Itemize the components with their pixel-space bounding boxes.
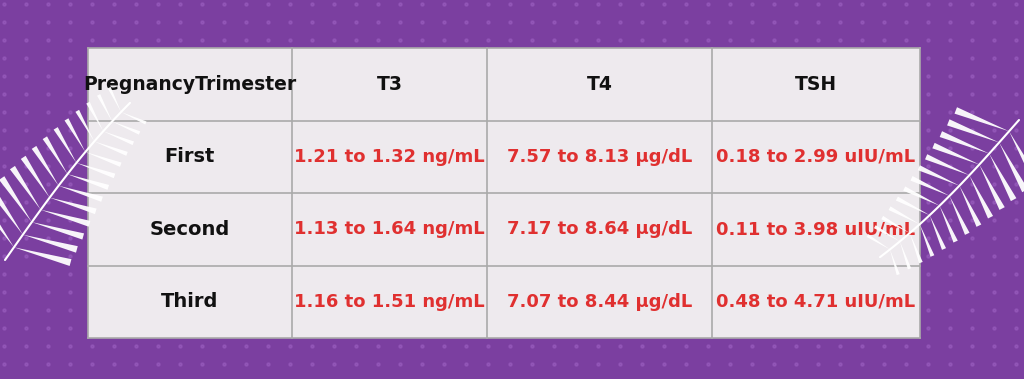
Text: 1.21 to 1.32 ng/mL: 1.21 to 1.32 ng/mL [294, 148, 485, 166]
Polygon shape [68, 174, 110, 190]
Text: 1.16 to 1.51 ng/mL: 1.16 to 1.51 ng/mL [294, 293, 485, 311]
Polygon shape [940, 131, 989, 153]
Polygon shape [86, 102, 103, 131]
Text: 0.48 to 4.71 uIU/mL: 0.48 to 4.71 uIU/mL [717, 293, 915, 311]
Polygon shape [58, 186, 102, 202]
Polygon shape [882, 216, 909, 233]
Bar [88, 48, 920, 338]
Polygon shape [76, 110, 94, 141]
Text: First: First [165, 147, 215, 166]
Polygon shape [918, 165, 959, 186]
Text: TSH: TSH [795, 75, 837, 94]
Text: 0.18 to 2.99 uIU/mL: 0.18 to 2.99 uIU/mL [717, 148, 915, 166]
Text: 7.07 to 8.44 μg/dL: 7.07 to 8.44 μg/dL [507, 293, 692, 311]
Polygon shape [14, 247, 72, 266]
Polygon shape [20, 156, 49, 197]
Text: 7.17 to 8.64 μg/dL: 7.17 to 8.64 μg/dL [507, 220, 692, 238]
Polygon shape [121, 112, 146, 124]
Polygon shape [890, 249, 900, 275]
Polygon shape [108, 87, 121, 112]
Polygon shape [97, 94, 113, 121]
Polygon shape [10, 166, 41, 210]
Text: T4: T4 [587, 75, 612, 94]
Polygon shape [949, 196, 970, 235]
Polygon shape [889, 207, 920, 224]
Polygon shape [932, 143, 979, 164]
Polygon shape [94, 141, 128, 156]
Polygon shape [43, 136, 68, 174]
Polygon shape [900, 241, 911, 269]
Polygon shape [113, 121, 140, 135]
Polygon shape [896, 197, 930, 215]
Polygon shape [0, 176, 32, 222]
Polygon shape [920, 224, 934, 257]
Polygon shape [41, 210, 90, 227]
Text: Second: Second [150, 220, 230, 239]
Polygon shape [0, 186, 23, 235]
Polygon shape [940, 206, 957, 243]
Polygon shape [77, 163, 116, 178]
Polygon shape [925, 154, 970, 175]
Polygon shape [930, 215, 946, 250]
Text: 0.11 to 3.98 uIU/mL: 0.11 to 3.98 uIU/mL [717, 220, 915, 238]
Polygon shape [23, 235, 78, 253]
Polygon shape [1009, 131, 1024, 183]
Polygon shape [954, 107, 1009, 131]
Polygon shape [0, 197, 14, 247]
Polygon shape [947, 119, 999, 143]
Text: T3: T3 [377, 75, 402, 94]
Polygon shape [49, 197, 96, 214]
Polygon shape [103, 131, 134, 145]
Polygon shape [866, 234, 890, 249]
Polygon shape [999, 143, 1024, 192]
Text: PregnancyTrimester: PregnancyTrimester [83, 75, 297, 94]
Polygon shape [32, 146, 58, 186]
Polygon shape [909, 233, 923, 263]
Polygon shape [53, 127, 77, 163]
Text: Third: Third [161, 292, 218, 311]
Polygon shape [959, 186, 981, 227]
Polygon shape [873, 225, 900, 241]
Polygon shape [989, 153, 1017, 201]
Polygon shape [910, 176, 949, 196]
Polygon shape [85, 152, 122, 167]
Polygon shape [970, 175, 993, 218]
Polygon shape [32, 222, 84, 240]
Text: 1.13 to 1.64 ng/mL: 1.13 to 1.64 ng/mL [294, 220, 485, 238]
Text: 7.57 to 8.13 μg/dL: 7.57 to 8.13 μg/dL [507, 148, 692, 166]
Polygon shape [979, 164, 1005, 210]
Polygon shape [903, 186, 940, 206]
Polygon shape [65, 118, 85, 152]
